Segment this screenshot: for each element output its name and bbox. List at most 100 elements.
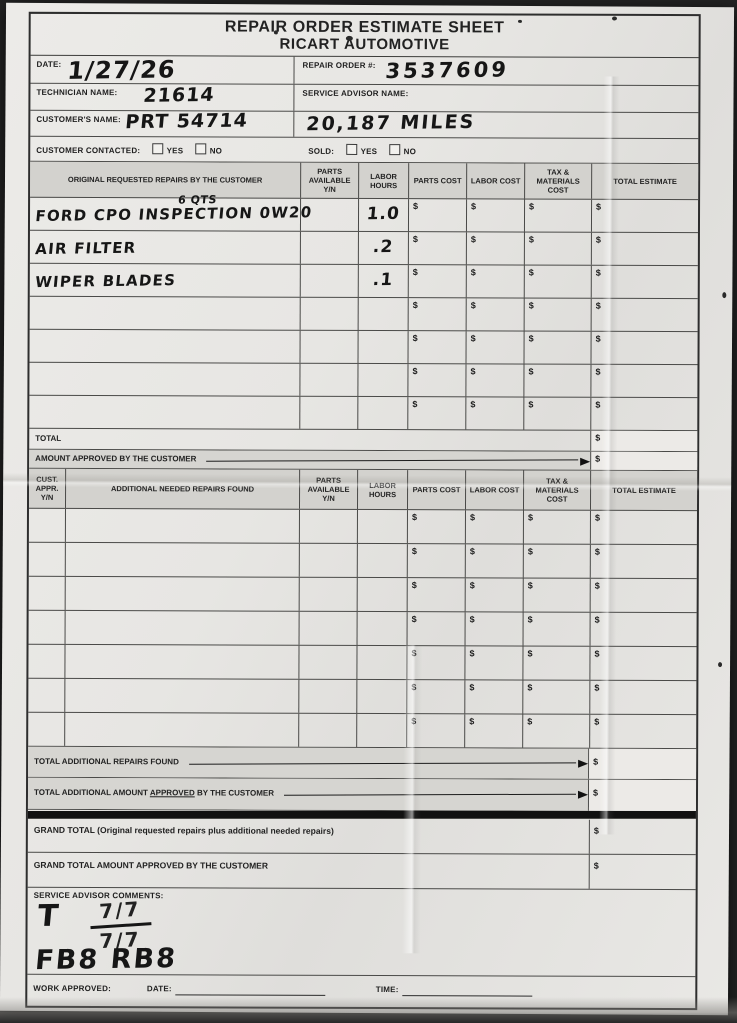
technician-handwritten-value: 21614 [142,83,216,107]
header-cust-appr: CUST. APPR. Y/N [35,474,59,502]
dollar-sign: $ [528,333,534,344]
ink-speck [722,292,727,299]
total-estimate-cell: $ [589,714,697,749]
dollar-sign: $ [527,716,533,727]
sold-label: SOLD: [308,146,335,156]
grand-total-row: GRAND TOTAL (Original requested repairs … [27,817,696,856]
dollar-sign: $ [594,512,600,523]
total-additional-label: TOTAL ADDITIONAL REPAIRS FOUND [34,756,179,767]
sold-no-label: NO [403,147,417,157]
approval-time-label: TIME: [375,985,399,995]
labor-hours-value: .1 [371,269,395,291]
dollar-sign: $ [592,787,599,798]
labor-hours-cell [357,330,408,364]
header-parts-cost: PARTS COST [408,163,467,199]
dollar-sign: $ [594,648,600,659]
arrow-head-icon [578,759,589,768]
repair-order-handwritten-value: 3537609 [384,57,511,84]
label-part: BY THE CUSTOMER [194,788,275,798]
header-labor-cost: LABOR COST [466,163,525,199]
date-ro-row: DATE: 1/27/26 REPAIR ORDER #: 3537609 [30,55,699,87]
parts-cost-cell: $ [407,199,467,232]
grand-total-cell: $ [588,819,696,855]
dollar-sign: $ [469,614,475,625]
table-row: $ $ $ $ [28,542,697,580]
dollar-sign: $ [412,300,418,311]
table-row: $ $ $ $ [28,712,697,750]
dollar-sign: $ [470,300,476,311]
table-row: $ $ $ $ [28,644,697,682]
total-additional-row: TOTAL ADDITIONAL REPAIRS FOUND $ [28,746,697,781]
dollar-sign: $ [469,716,475,727]
arrow-head-icon [580,457,591,466]
ink-speck [517,19,522,23]
cust-appr-cell [29,577,65,610]
total-estimate-cell: $ [590,331,698,365]
contacted-no-checkbox [195,143,207,155]
parts-available-cell [298,645,357,679]
dollar-sign: $ [594,614,600,625]
labor-cost-cell: $ [464,646,523,680]
labor-cost-cell: $ [465,265,524,298]
mileage-handwritten-value: 20,187 MILES [305,110,477,136]
tax-materials-cell: $ [522,544,590,578]
contacted-yes-checkbox [152,143,164,155]
total-estimate-cell: $ [590,232,698,266]
repair-order-cell: REPAIR ORDER #: 3537609 [294,57,698,85]
parts-available-cell [299,330,358,363]
dollar-sign: $ [412,366,418,377]
ink-speck [273,30,278,35]
amount-approved-label: AMOUNT APPROVED BY THE CUSTOMER [35,453,197,464]
dollar-sign: $ [595,453,601,464]
customer-name-cell: CUSTOMER'S NAME: PRT 54714 [30,109,295,137]
labor-cost-cell: $ [465,397,524,430]
parts-cost-cell: $ [407,397,466,430]
dollar-sign: $ [595,432,601,443]
comment-prefix-handwritten: T [36,898,61,935]
labor-hours-cell [356,509,407,544]
tax-materials-cell: $ [523,265,591,298]
total-label: TOTAL [35,433,62,443]
labor-hours-cell: 1.0 [357,198,409,232]
labor-cost-cell: $ [464,714,523,748]
dollar-sign: $ [471,201,477,212]
dollar-sign: $ [469,546,475,557]
customer-handwritten-value: PRT 54714 [123,109,249,134]
cust-appr-cell [28,679,64,712]
total-estimate-cell: $ [590,364,698,398]
labor-hours-value: .2 [372,236,395,258]
repair-description-cell: WIPER BLADES [30,264,300,297]
sold-group: SOLD: YES NO [300,141,416,159]
table-row: AIR FILTER .2 $ $ $ $ [29,230,698,267]
technician-cell: TECHNICIAN NAME: 21614 [30,83,295,111]
dollar-sign: $ [412,267,418,278]
tax-materials-cell: $ [522,646,590,680]
parts-available-cell [299,363,358,396]
dollar-sign: $ [470,366,476,377]
cust-appr-cell [29,611,65,644]
dollar-sign: $ [595,333,601,344]
ink-speck [718,662,723,668]
dollar-sign: $ [470,267,476,278]
total-estimate-cell: $ [590,265,698,299]
ink-speck [611,16,618,21]
header-labor-hours: LABOR HOURS [356,469,408,510]
labor-cost-cell: $ [464,680,523,714]
dollar-sign: $ [595,399,601,410]
additional-repair-cell [64,610,299,645]
labor-hours-cell [356,543,407,578]
repair-description: AIR FILTER [34,238,138,259]
cust-appr-cell [28,713,64,746]
dollar-sign: $ [594,546,600,557]
total-estimate-cell: $ [589,578,697,613]
dollar-sign: $ [594,716,600,727]
repair-description-cell: 6 QTS FORD CPO INSPECTION 0W20 [30,193,314,231]
customer-contacted-label: CUSTOMER CONTACTED: [36,145,141,156]
tax-materials-cell: $ [523,298,591,331]
dollar-sign: $ [528,234,534,245]
total-estimate-cell: $ [590,397,698,431]
total-additional-band: TOTAL ADDITIONAL REPAIRS FOUND [28,746,590,779]
repair-description-cell [29,396,299,429]
approval-time-line [402,985,533,997]
